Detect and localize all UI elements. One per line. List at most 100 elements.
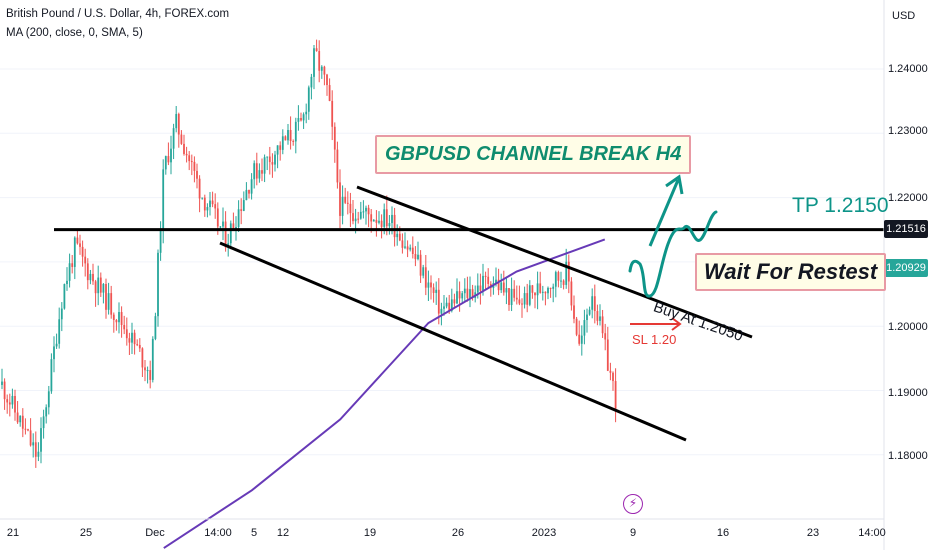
candle-body [175, 113, 178, 129]
candle-body [172, 128, 175, 149]
candle-body [393, 214, 396, 238]
candle-body [521, 303, 523, 305]
candle-body [1, 381, 3, 385]
candle-body [302, 114, 305, 121]
candle-body [268, 156, 271, 163]
candle-body [479, 285, 482, 291]
candle-body [63, 284, 66, 309]
candle-body [398, 233, 401, 241]
candle-body [450, 299, 453, 312]
candle-body [414, 253, 417, 260]
time-axis-tick: 14:00 [204, 527, 232, 539]
candle-body [500, 282, 503, 291]
candle-body [19, 415, 22, 423]
candle-body [440, 308, 443, 314]
candle-body [79, 243, 81, 247]
candle-body [170, 148, 172, 163]
candle-body [167, 156, 170, 163]
candle-body [482, 275, 484, 291]
time-axis-tick: 23 [806, 527, 820, 539]
candle-body [214, 204, 217, 209]
candle-body [297, 117, 300, 122]
candle-body [190, 161, 193, 163]
candle-body [287, 129, 289, 141]
candle-body [110, 293, 113, 315]
candle-body [263, 157, 266, 174]
candle-body [432, 287, 435, 293]
time-axis-tick: 2023 [531, 527, 557, 539]
candle-body [120, 312, 123, 326]
candle-body [448, 302, 451, 312]
candle-body [378, 220, 380, 223]
candle-body [240, 209, 243, 211]
candle-body [445, 302, 448, 307]
candle-body [209, 200, 211, 208]
candle-body [443, 306, 445, 309]
candle-body [357, 218, 360, 220]
candle-body [180, 134, 183, 144]
candle-body [125, 329, 128, 339]
candle-body [219, 226, 222, 228]
analysis-title-callout[interactable]: GBPUSD CHANNEL BREAK H4 [375, 135, 692, 174]
candle-body [453, 299, 456, 304]
moving-average-line [163, 238, 606, 549]
lightning-icon[interactable]: ⚡ [623, 494, 643, 514]
candle-body [133, 332, 136, 345]
candle-body [300, 117, 302, 121]
candle-body [344, 196, 347, 203]
candle-body [34, 442, 37, 457]
candle-body [107, 293, 110, 310]
candle-body [437, 289, 440, 314]
candle-body [565, 261, 568, 285]
candle-body [141, 348, 144, 368]
candle-body [50, 359, 53, 392]
candle-body [242, 200, 245, 211]
candle-body [497, 279, 500, 291]
candle-body [526, 293, 529, 305]
channel-lower-line[interactable] [219, 241, 687, 442]
time-axis-tick: 16 [716, 527, 730, 539]
candle-body [567, 261, 570, 282]
candle-body [222, 221, 224, 227]
candle-body [146, 370, 149, 372]
candle-body [27, 429, 29, 431]
candle-body [339, 182, 341, 216]
candle-body [123, 325, 126, 330]
candle-body [305, 111, 308, 115]
candle-body [554, 272, 557, 287]
candle-body [476, 285, 479, 293]
candle-body [409, 247, 412, 250]
candle-body [549, 287, 552, 289]
candle-body [258, 170, 261, 179]
candle-body [94, 281, 97, 294]
candle-body [248, 189, 250, 194]
candle-body [60, 308, 63, 320]
candle-body [513, 288, 516, 298]
candle-body [105, 283, 107, 310]
candle-body [609, 370, 612, 373]
candle-body [40, 428, 42, 452]
candle-body [29, 430, 32, 446]
candle-body [562, 280, 565, 285]
candle-body [614, 381, 617, 409]
wait-retest-callout[interactable]: Wait For Restest [695, 253, 887, 291]
candle-body [261, 170, 263, 174]
candle-body [383, 209, 386, 227]
candle-body [203, 197, 206, 211]
candle-body [495, 279, 497, 284]
candle-body [552, 286, 555, 289]
stop-loss-arrow [630, 317, 682, 331]
candle-body [201, 197, 204, 199]
candle-body [292, 140, 295, 142]
price-axis-tick: 1.19000 [888, 387, 928, 399]
candle-body [229, 223, 232, 244]
candle-body [484, 275, 487, 277]
candle-body [323, 66, 326, 75]
candle-body [24, 428, 27, 430]
candle-body [388, 223, 391, 227]
candle-body [276, 145, 279, 155]
channel-upper-line[interactable] [356, 185, 753, 339]
candle-body [118, 312, 120, 323]
candle-body [55, 343, 58, 347]
